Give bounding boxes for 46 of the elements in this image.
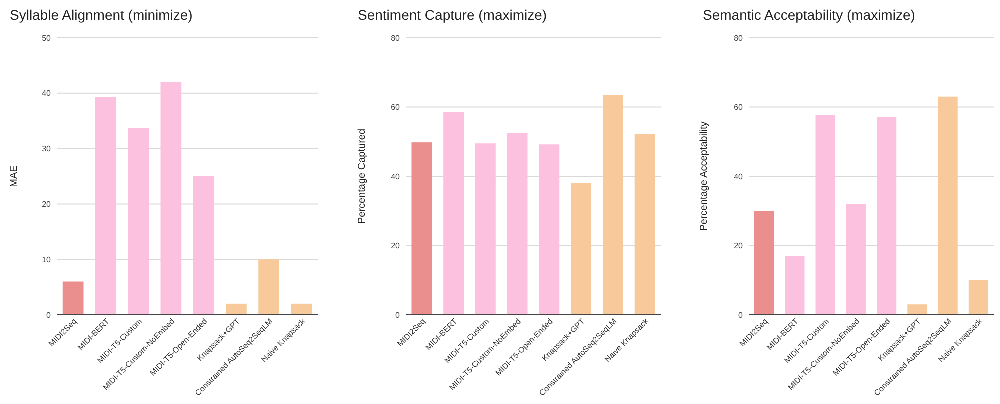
chart-title: Sentiment Capture (maximize)	[358, 7, 548, 23]
y-tick-label: 80	[734, 34, 744, 43]
bar	[571, 183, 592, 315]
y-tick-label: 50	[42, 34, 52, 43]
y-tick-label: 20	[42, 200, 52, 209]
bar	[539, 144, 560, 315]
bar	[258, 260, 280, 315]
y-tick-label: 80	[391, 34, 401, 43]
y-tick-label: 10	[42, 255, 52, 264]
bar	[507, 133, 528, 315]
y-axis-title: Percentage Captured	[357, 128, 368, 224]
bar	[444, 112, 464, 315]
bar	[754, 211, 774, 315]
y-tick-label: 40	[734, 172, 744, 182]
bar	[128, 128, 149, 315]
y-tick-label: 40	[42, 89, 52, 98]
bar	[160, 82, 182, 315]
bar	[816, 115, 836, 315]
bar	[96, 97, 116, 315]
chart-title: Syllable Alignment (minimize)	[10, 7, 193, 23]
bar	[193, 176, 214, 315]
bar	[877, 117, 897, 315]
y-tick-label: 0	[738, 310, 744, 320]
y-tick-label: 20	[391, 242, 401, 251]
y-axis-title: Percentage Acceptability	[699, 122, 710, 232]
chart-title: Semantic Acceptability (maximize)	[703, 7, 916, 23]
bar	[291, 304, 312, 315]
y-tick-label: 30	[42, 144, 52, 154]
y-tick-label: 40	[391, 172, 401, 182]
y-tick-label: 20	[734, 242, 744, 251]
y-tick-label: 0	[396, 310, 401, 320]
y-tick-label: 60	[734, 103, 744, 112]
bar	[634, 134, 656, 315]
bar	[938, 96, 958, 315]
bar	[968, 280, 988, 315]
bar	[412, 142, 432, 315]
bar	[908, 304, 928, 315]
bar	[226, 304, 247, 315]
bar	[602, 95, 624, 315]
bar	[62, 282, 84, 315]
bar	[785, 256, 805, 315]
y-tick-label: 60	[391, 103, 401, 112]
bar	[475, 144, 496, 315]
bar	[846, 204, 866, 315]
y-tick-label: 0	[46, 310, 52, 320]
y-axis-title: MAE	[9, 165, 20, 188]
